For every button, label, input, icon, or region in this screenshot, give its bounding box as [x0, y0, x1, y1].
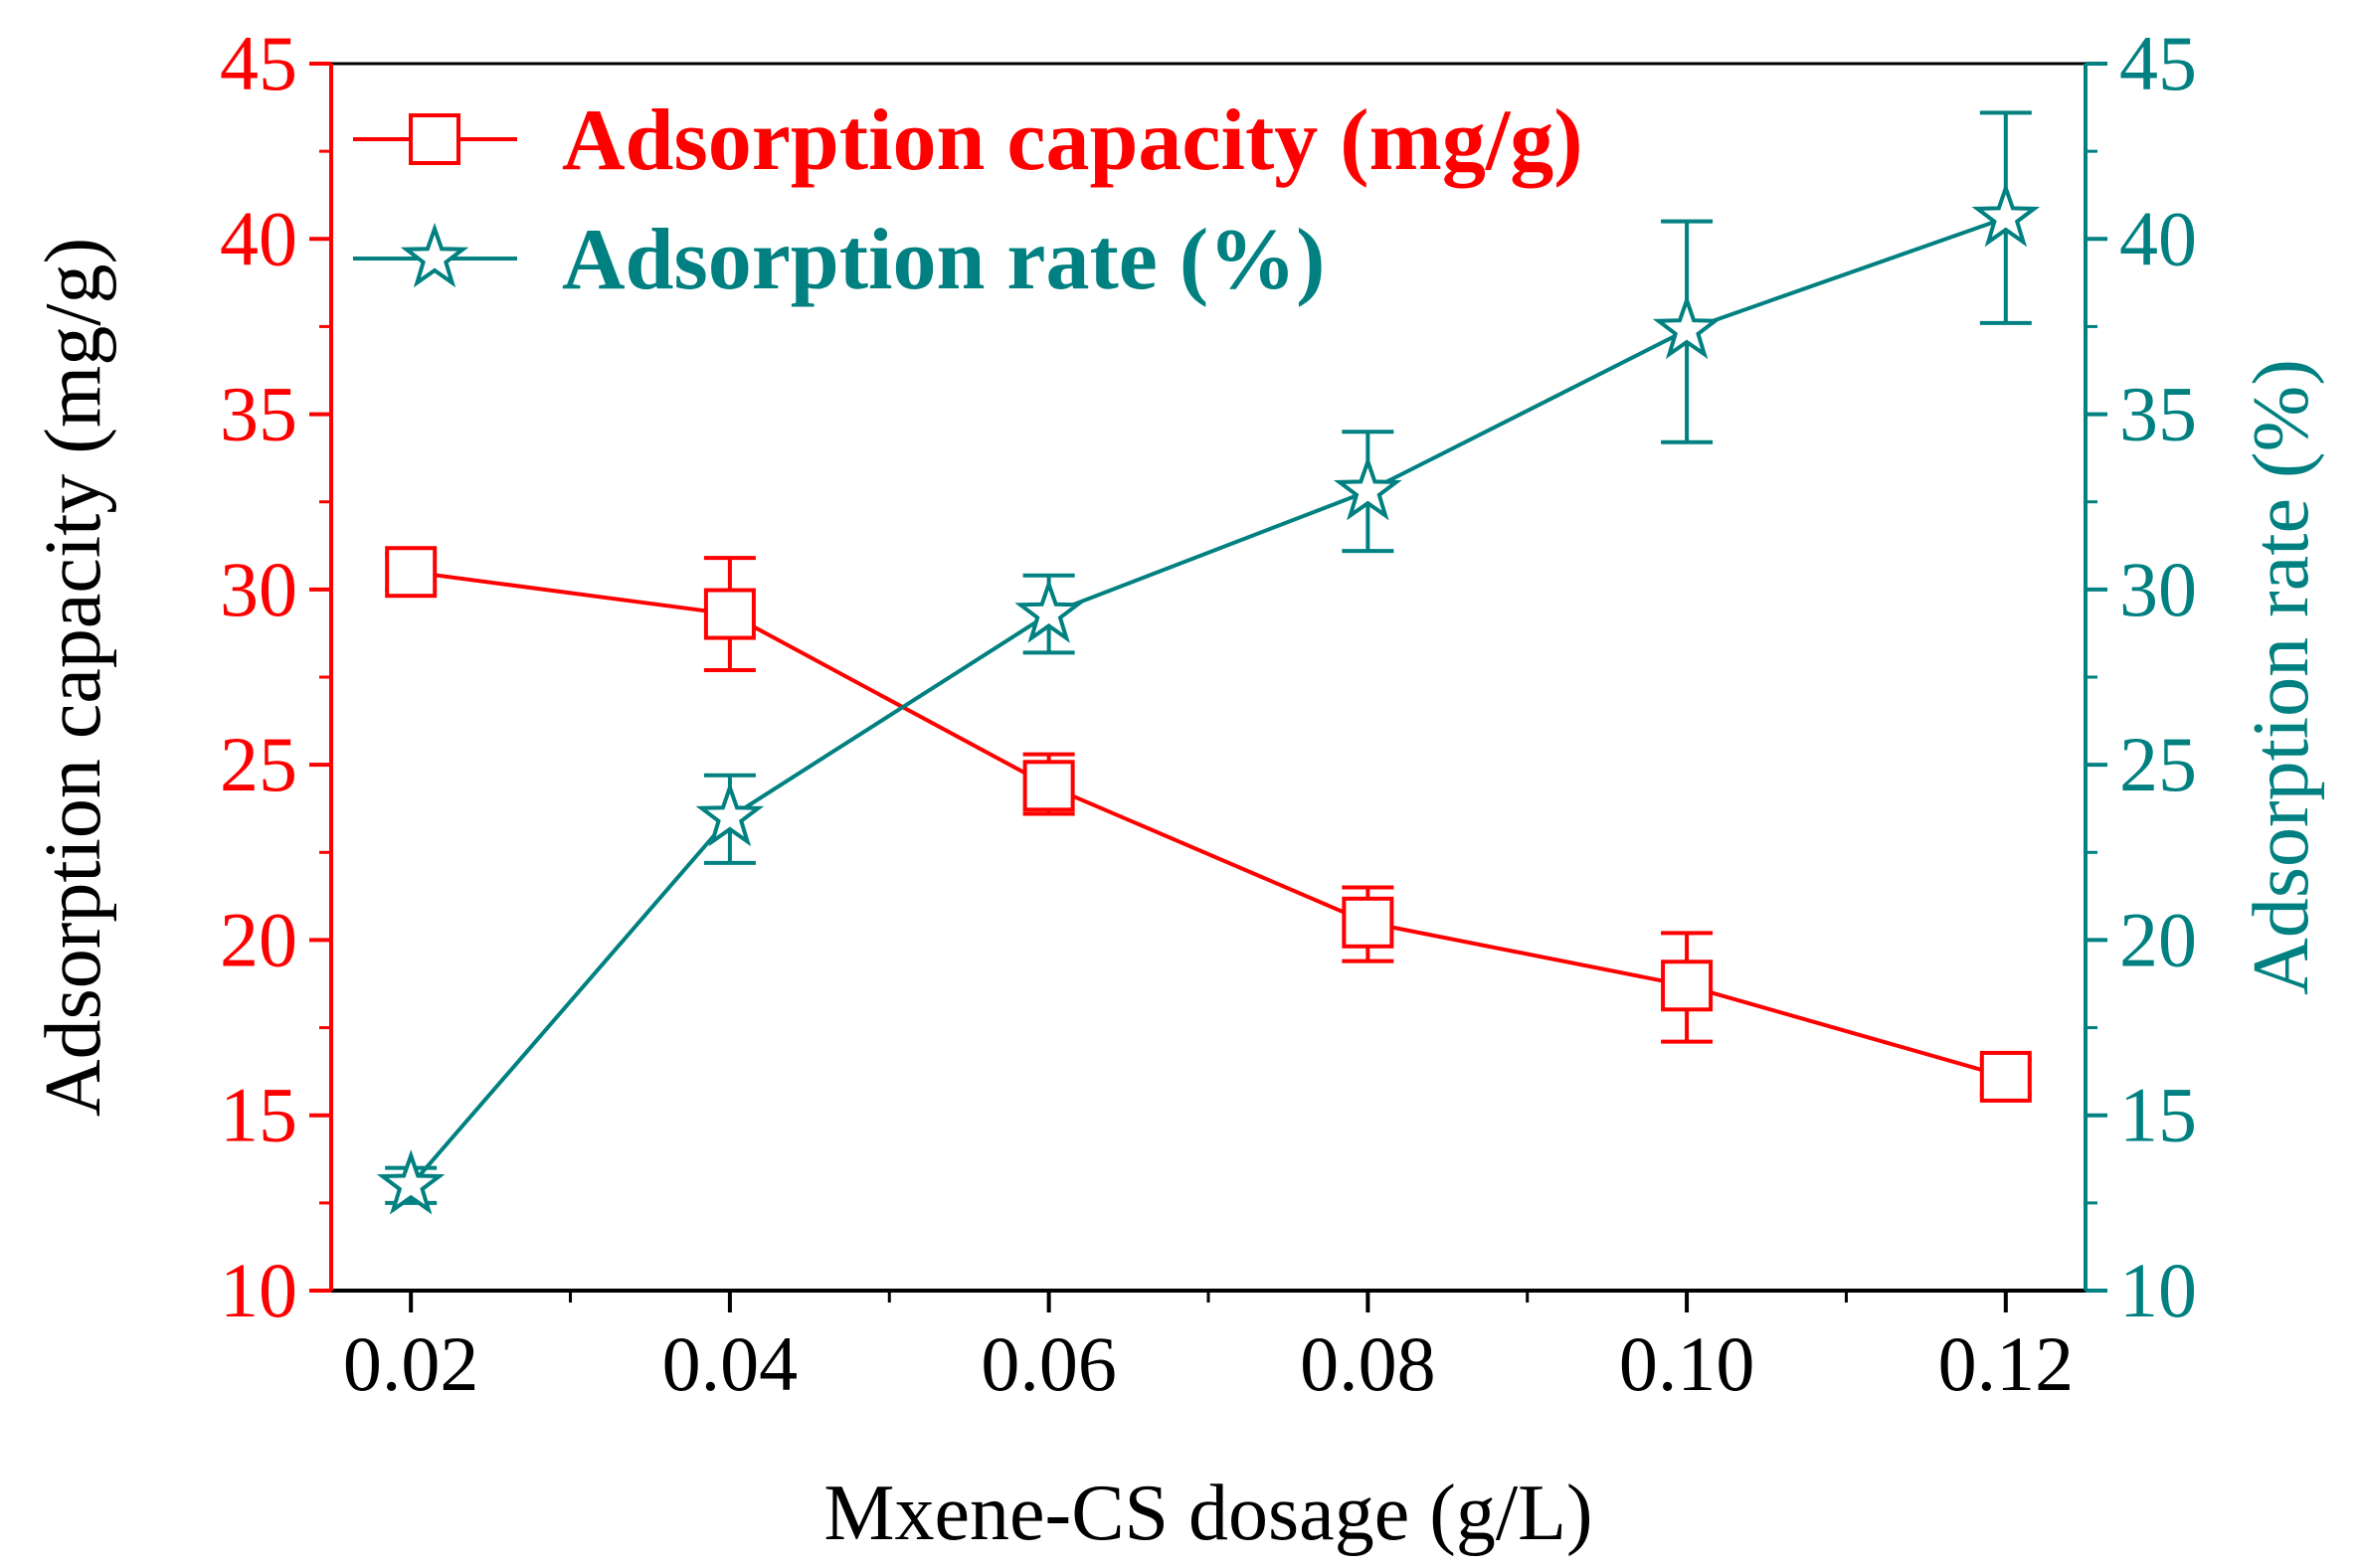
- legend-square-marker: [409, 113, 460, 165]
- y-left-tick-label: 35: [220, 371, 297, 457]
- x-tick-label: 0.06: [981, 1320, 1117, 1407]
- legend-label: Adsorption capacity (mg/g): [562, 92, 1583, 189]
- data-point: [703, 588, 756, 640]
- data-point: [1022, 760, 1075, 812]
- y-right-tick-label: 15: [2119, 1072, 2197, 1158]
- y-right-tick-label: 40: [2119, 195, 2197, 281]
- y-left-tick-label: 40: [220, 195, 297, 281]
- y-right-tick-label: 30: [2119, 546, 2197, 632]
- x-tick-label: 0.02: [343, 1320, 479, 1407]
- data-point: [385, 546, 438, 599]
- series-1: [385, 546, 2032, 1103]
- y-left-tick-label: 10: [220, 1247, 297, 1333]
- series-layer: [376, 110, 2041, 1215]
- x-axis-label: Mxene-CS dosage (g/L): [823, 1470, 1592, 1557]
- x-tick-label: 0.12: [1938, 1320, 2075, 1407]
- series-2: [376, 110, 2041, 1215]
- legend-star-marker: [400, 222, 469, 288]
- y-left-tick-label: 25: [220, 721, 297, 807]
- data-point: [695, 781, 765, 847]
- legend-entry-2: Adsorption rate (%): [353, 212, 1325, 308]
- legend: Adsorption capacity (mg/g) Adsorption rat…: [353, 92, 1583, 308]
- y-axis-left-label: Adsorption capacity (mg/g): [30, 238, 117, 1117]
- data-point: [1652, 293, 1722, 360]
- data-point: [1979, 1050, 2032, 1103]
- data-point: [1014, 578, 1084, 643]
- data-point: [376, 1149, 446, 1215]
- y-left-tick-label: 20: [220, 896, 297, 982]
- y-right-tick-label: 25: [2119, 721, 2197, 807]
- x-tick-label: 0.10: [1619, 1320, 1755, 1407]
- series-line: [409, 216, 2007, 1187]
- series-line: [410, 570, 2007, 1079]
- legend-label: Adsorption rate (%): [562, 212, 1325, 308]
- legend-entry-1: Adsorption capacity (mg/g): [353, 92, 1583, 189]
- axes-layer: 0.02 0.04 0.06 0.08 0.10 0.12 10 15 20 25 30 35 40 45…: [220, 20, 2197, 1407]
- data-point: [1971, 182, 2041, 248]
- y-right-tick-label: 45: [2119, 20, 2197, 106]
- x-tick-label: 0.04: [662, 1320, 799, 1407]
- y-axis-right-label: Adsorption rate (%): [2238, 359, 2325, 995]
- y-left-tick-label: 45: [220, 20, 297, 106]
- y-left-tick-label: 30: [220, 546, 297, 632]
- data-point: [1661, 959, 1714, 1012]
- data-point: [1342, 896, 1394, 949]
- data-point: [1333, 455, 1402, 521]
- x-tick-label: 0.08: [1300, 1320, 1436, 1407]
- y-right-tick-label: 10: [2119, 1247, 2197, 1333]
- y-left-tick-label: 15: [220, 1072, 297, 1158]
- y-right-tick-label: 35: [2119, 371, 2197, 457]
- y-right-tick-label: 20: [2119, 896, 2197, 982]
